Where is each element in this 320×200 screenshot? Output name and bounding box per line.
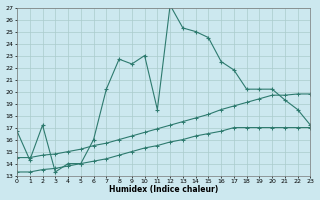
X-axis label: Humidex (Indice chaleur): Humidex (Indice chaleur) — [109, 185, 218, 194]
